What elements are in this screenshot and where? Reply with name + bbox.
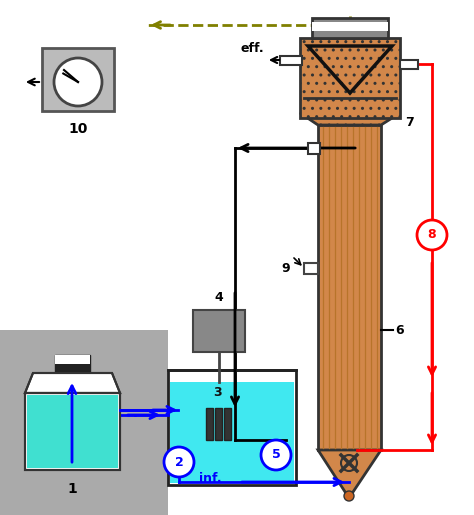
Bar [0,330,168,515]
Bar [215,408,222,440]
Bar [206,408,213,440]
Text: 7: 7 [405,116,414,129]
Circle shape [417,220,447,250]
Text: 10: 10 [68,122,88,136]
Bar [318,125,381,450]
Bar [400,60,418,69]
Bar [193,310,245,352]
Text: 1: 1 [67,482,77,496]
Bar [42,48,114,111]
Bar [168,370,296,485]
Circle shape [261,440,291,470]
Text: 3: 3 [214,386,222,399]
Bar [300,38,400,118]
Bar [170,382,294,483]
Polygon shape [300,113,400,125]
Bar [224,408,231,440]
Bar [25,393,120,470]
Bar [27,395,118,468]
Bar [280,56,302,65]
Text: 4: 4 [215,291,223,304]
Text: inf.: inf. [199,472,222,485]
Circle shape [344,491,354,501]
Text: 9: 9 [282,262,290,274]
Bar [25,393,120,470]
Bar [55,355,90,373]
Polygon shape [318,450,381,498]
Polygon shape [25,373,120,393]
Bar [304,263,318,274]
Bar [312,18,388,38]
Circle shape [164,447,194,477]
Text: 2: 2 [174,455,183,469]
Text: 8: 8 [428,229,436,242]
Bar [312,22,388,31]
Circle shape [54,58,102,106]
Text: eff.: eff. [240,42,264,55]
Text: 5: 5 [272,449,281,461]
Bar [308,143,320,154]
Text: 6: 6 [395,323,404,336]
Bar [55,355,90,364]
